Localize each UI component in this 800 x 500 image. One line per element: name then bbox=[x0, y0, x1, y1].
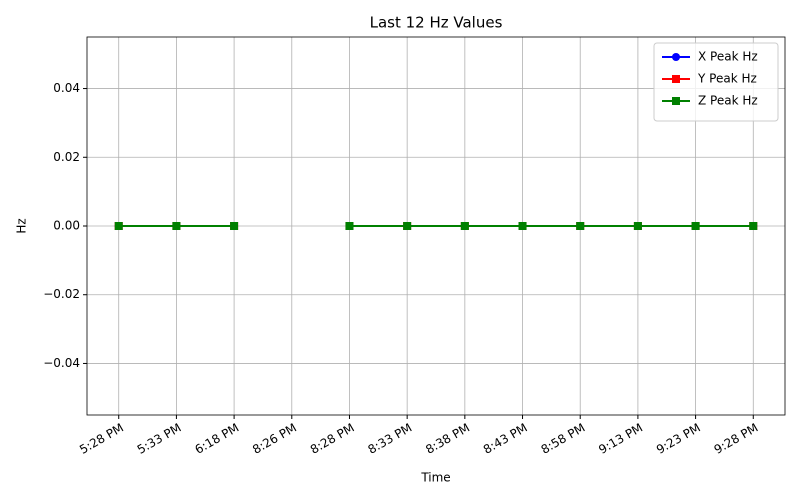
legend-label: Z Peak Hz bbox=[698, 94, 758, 108]
y-tick-label: 0.00 bbox=[53, 219, 80, 233]
marker bbox=[172, 222, 181, 230]
y-axis-label: Hz bbox=[15, 218, 29, 233]
marker bbox=[460, 222, 469, 230]
x-tick-label: 5:28 PM bbox=[77, 421, 126, 457]
plot-frame bbox=[86, 36, 786, 416]
x-tick-label: 9:13 PM bbox=[596, 421, 645, 457]
y-tick-label: −0.02 bbox=[43, 287, 80, 301]
marker bbox=[672, 75, 680, 83]
marker bbox=[633, 222, 642, 230]
chart-title: Last 12 Hz Values bbox=[370, 14, 503, 32]
x-tick-label: 8:28 PM bbox=[308, 421, 357, 457]
marker bbox=[576, 222, 585, 230]
marker bbox=[691, 222, 700, 230]
marker bbox=[672, 53, 680, 61]
x-tick-label: 8:33 PM bbox=[366, 421, 415, 457]
marker bbox=[403, 222, 412, 230]
y-tick-label: 0.02 bbox=[53, 150, 80, 164]
x-tick-label: 9:23 PM bbox=[654, 421, 703, 457]
y-tick-label: −0.04 bbox=[43, 356, 80, 370]
x-axis-label: Time bbox=[420, 471, 450, 485]
marker bbox=[749, 222, 758, 230]
x-tick-label: 8:38 PM bbox=[423, 421, 472, 457]
marker bbox=[672, 97, 680, 105]
marker bbox=[345, 222, 354, 230]
marker bbox=[230, 222, 239, 230]
x-tick-label: 8:58 PM bbox=[539, 421, 588, 457]
x-tick-label: 6:18 PM bbox=[192, 421, 241, 457]
x-tick-label: 8:26 PM bbox=[250, 421, 299, 457]
legend-label: X Peak Hz bbox=[698, 50, 758, 64]
x-tick-label: 8:43 PM bbox=[481, 421, 530, 457]
marker bbox=[518, 222, 527, 230]
legend: X Peak Hz Y Peak Hz Z Peak Hz bbox=[653, 42, 779, 122]
y-tick-label: 0.04 bbox=[53, 81, 80, 95]
marker bbox=[114, 222, 123, 230]
legend-label: Y Peak Hz bbox=[697, 72, 757, 86]
x-tick-label: 5:33 PM bbox=[135, 421, 184, 457]
x-tick-label: 9:28 PM bbox=[712, 421, 761, 457]
